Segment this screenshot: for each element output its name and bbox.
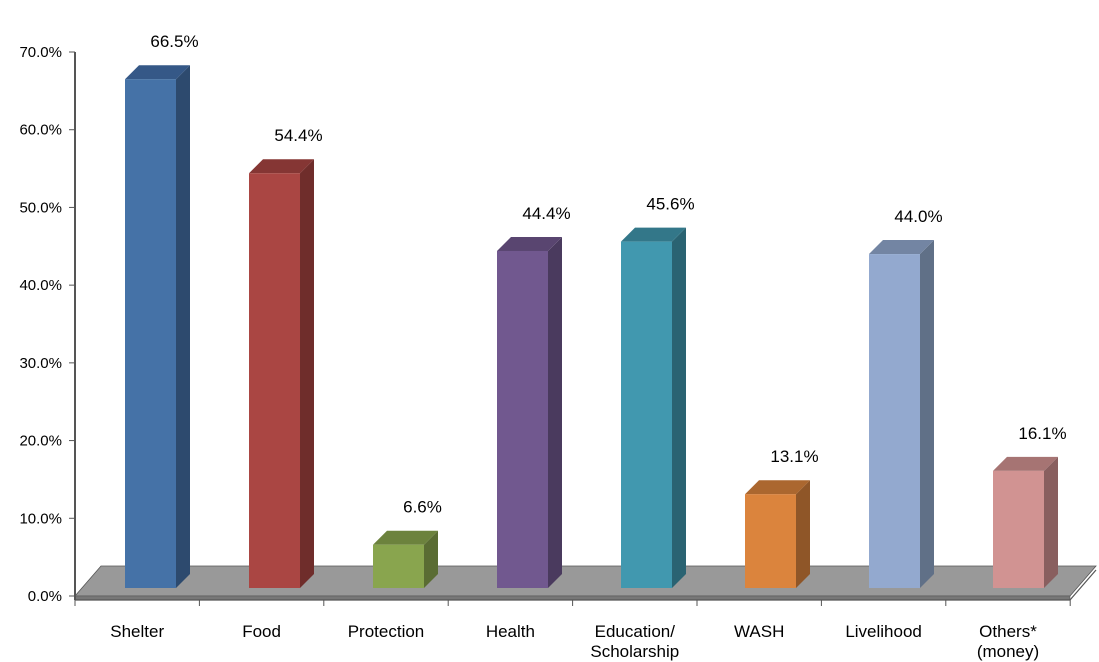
bar-front <box>993 470 1044 588</box>
bar-side <box>672 227 686 588</box>
bar <box>869 240 934 589</box>
bar-top <box>745 480 810 495</box>
bar <box>621 227 686 588</box>
bar-top <box>993 456 1058 471</box>
value-tick-label: 70.0% <box>19 44 62 61</box>
category-label: Food <box>242 622 281 641</box>
bar-front <box>249 173 300 588</box>
data-label: 44.4% <box>522 204 570 223</box>
bar-front <box>373 544 424 588</box>
bar-front <box>869 254 920 589</box>
category-label: WASH <box>734 622 784 641</box>
category-label: Others* <box>979 622 1037 641</box>
value-tick-label: 40.0% <box>19 277 62 294</box>
category-label: Shelter <box>110 622 164 641</box>
data-label: 66.5% <box>150 32 198 51</box>
bar-front <box>621 241 672 588</box>
bar-series <box>125 65 1058 589</box>
value-tick-label: 10.0% <box>19 510 62 527</box>
data-label: 6.6% <box>403 498 442 517</box>
bar-side <box>300 159 314 588</box>
data-label: 16.1% <box>1018 424 1066 443</box>
category-label: Education/ <box>595 622 676 641</box>
category-label: Health <box>486 622 535 641</box>
bar <box>373 530 438 588</box>
value-tick-label: 50.0% <box>19 199 62 216</box>
category-label: Protection <box>348 622 425 641</box>
data-label: 13.1% <box>770 447 818 466</box>
category-axis-depth-line <box>1069 569 1097 601</box>
bar-side <box>548 236 562 588</box>
bar <box>497 236 562 588</box>
bar-top <box>125 65 190 80</box>
data-label: 54.4% <box>274 126 322 145</box>
bar-top <box>373 530 438 545</box>
bar-top <box>497 236 562 251</box>
bar-side <box>176 65 190 588</box>
chart-floor <box>74 565 1097 601</box>
bar <box>745 480 810 588</box>
bar-top <box>869 240 934 255</box>
bar-front <box>497 250 548 588</box>
category-label: Scholarship <box>590 642 679 661</box>
category-label: Livelihood <box>845 622 922 641</box>
bar-front <box>745 494 796 588</box>
value-tick-label: 20.0% <box>19 433 62 450</box>
bar-top <box>621 227 686 242</box>
data-label: 44.0% <box>894 207 942 226</box>
value-tick-label: 30.0% <box>19 355 62 372</box>
bar <box>993 456 1058 588</box>
bar-side <box>424 530 438 588</box>
bar-side <box>1044 456 1058 588</box>
value-tick-label: 60.0% <box>19 122 62 139</box>
bar <box>249 159 314 588</box>
category-label: (money) <box>977 642 1039 661</box>
data-label: 45.6% <box>646 195 694 214</box>
data-labels: 66.5% 54.4% 6.6% 44.4% 45.6% 13.1% 44.0% 16.1% <box>150 32 1066 517</box>
value-tick-label: 0.0% <box>28 588 62 605</box>
category-axis: Shelter Food Protection Health Education/Sch… <box>74 569 1097 661</box>
bar-side <box>920 240 934 589</box>
bar-top <box>249 159 314 174</box>
bar-side <box>796 480 810 588</box>
bar-front <box>125 79 176 588</box>
floor-plane <box>74 565 1097 597</box>
value-axis: 0.0% 10.0% 20.0% 30.0% 40.0% 50.0% 60.0% 70.0% <box>19 44 76 605</box>
bar <box>125 65 190 588</box>
